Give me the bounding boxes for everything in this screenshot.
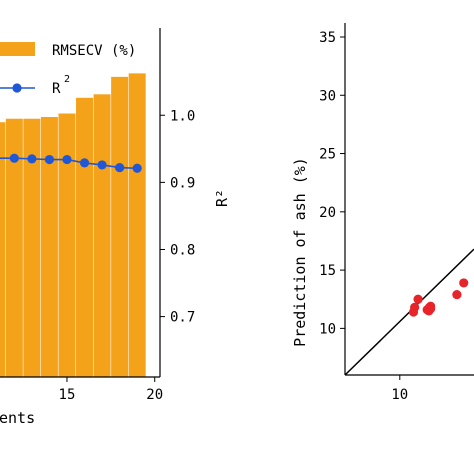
r2-point <box>27 154 37 164</box>
y-tick-label: 35 <box>319 30 336 46</box>
right-axes: 10 15 20 25 30 35 10 Prediction of ash (%) <box>291 23 474 403</box>
r2-point <box>62 154 72 165</box>
left-chart: 15 20 1.0 0.9 0.8 0.7 ents R² RMSECV (%) R2 <box>0 28 231 427</box>
bar <box>23 118 41 378</box>
y-tick-label: 30 <box>319 88 336 104</box>
scatter-point <box>452 289 462 300</box>
bar <box>76 97 94 378</box>
bar <box>0 122 6 377</box>
bar <box>111 76 129 378</box>
r2-point <box>97 160 107 170</box>
y-axis-label: Prediction of ash (%) <box>291 157 309 347</box>
y-axis-label: R² <box>213 189 231 207</box>
bar <box>5 118 23 378</box>
scatter-point <box>413 294 423 304</box>
legend-label: R <box>52 81 61 97</box>
y-tick-label: 1.0 <box>170 108 195 124</box>
y-tick-label: 0.8 <box>170 242 195 258</box>
scatter-point <box>459 278 469 288</box>
bar <box>40 116 58 378</box>
y-tick-label: 10 <box>319 321 336 337</box>
scatter-series <box>408 278 469 317</box>
y-tick-label: 0.7 <box>170 310 195 326</box>
r2-point <box>115 163 125 173</box>
right-chart: 10 15 20 25 30 35 10 Prediction of ash (%) <box>291 23 474 403</box>
left-axes: 15 20 1.0 0.9 0.8 0.7 ents R² <box>0 28 231 427</box>
y-tick-label: 0.9 <box>170 175 195 191</box>
y-tick-label: 15 <box>319 263 336 279</box>
scatter-point <box>410 302 420 312</box>
legend-label: RMSECV (%) <box>52 43 136 59</box>
scatter-point <box>426 301 436 311</box>
r2-point <box>79 158 90 168</box>
r2-point <box>132 163 142 173</box>
x-tick-label: 20 <box>146 387 163 403</box>
bar-series <box>0 73 146 378</box>
r2-point <box>44 154 55 165</box>
x-tick-label: 10 <box>391 387 408 403</box>
y-tick-label: 25 <box>319 147 336 163</box>
legend-bar-swatch <box>0 42 35 56</box>
bar <box>128 73 146 378</box>
legend-label-sup: 2 <box>64 74 70 85</box>
bar <box>58 113 76 377</box>
x-axis-label: ents <box>0 409 35 427</box>
r2-point <box>9 153 19 163</box>
legend-marker <box>12 83 22 93</box>
legend: RMSECV (%) R2 <box>0 42 136 97</box>
x-tick-label: 15 <box>59 387 76 403</box>
r2-series <box>0 153 142 173</box>
y-tick-label: 20 <box>319 205 336 221</box>
bar <box>93 94 111 377</box>
